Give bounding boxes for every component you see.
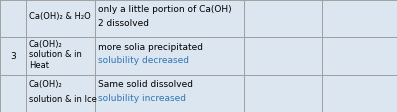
Text: Ca(OH)₂: Ca(OH)₂ <box>29 81 63 89</box>
Text: 3: 3 <box>10 52 16 60</box>
Text: only a little portion of Ca(OH): only a little portion of Ca(OH) <box>98 5 232 14</box>
FancyBboxPatch shape <box>26 37 95 75</box>
FancyBboxPatch shape <box>244 75 322 112</box>
FancyBboxPatch shape <box>322 37 397 75</box>
Text: solution & in: solution & in <box>29 50 82 59</box>
Text: Ca(OH)₂ & H₂O: Ca(OH)₂ & H₂O <box>29 12 91 21</box>
FancyBboxPatch shape <box>0 37 26 75</box>
FancyBboxPatch shape <box>0 75 26 112</box>
FancyBboxPatch shape <box>322 75 397 112</box>
FancyBboxPatch shape <box>95 0 244 37</box>
FancyBboxPatch shape <box>95 37 244 75</box>
Text: solubility decreased: solubility decreased <box>98 56 189 65</box>
FancyBboxPatch shape <box>0 0 26 37</box>
Text: Same solid dissolved: Same solid dissolved <box>98 80 193 89</box>
Text: solubility increased: solubility increased <box>98 94 187 103</box>
FancyBboxPatch shape <box>244 37 322 75</box>
FancyBboxPatch shape <box>26 0 95 37</box>
Text: 2 dissolved: 2 dissolved <box>98 19 149 28</box>
FancyBboxPatch shape <box>322 0 397 37</box>
Text: Ca(OH)₂: Ca(OH)₂ <box>29 40 63 49</box>
Text: solution & in Ice: solution & in Ice <box>29 95 97 104</box>
Text: Heat: Heat <box>29 61 49 70</box>
FancyBboxPatch shape <box>95 75 244 112</box>
FancyBboxPatch shape <box>26 75 95 112</box>
Text: more solia precipitated: more solia precipitated <box>98 43 203 52</box>
FancyBboxPatch shape <box>244 0 322 37</box>
